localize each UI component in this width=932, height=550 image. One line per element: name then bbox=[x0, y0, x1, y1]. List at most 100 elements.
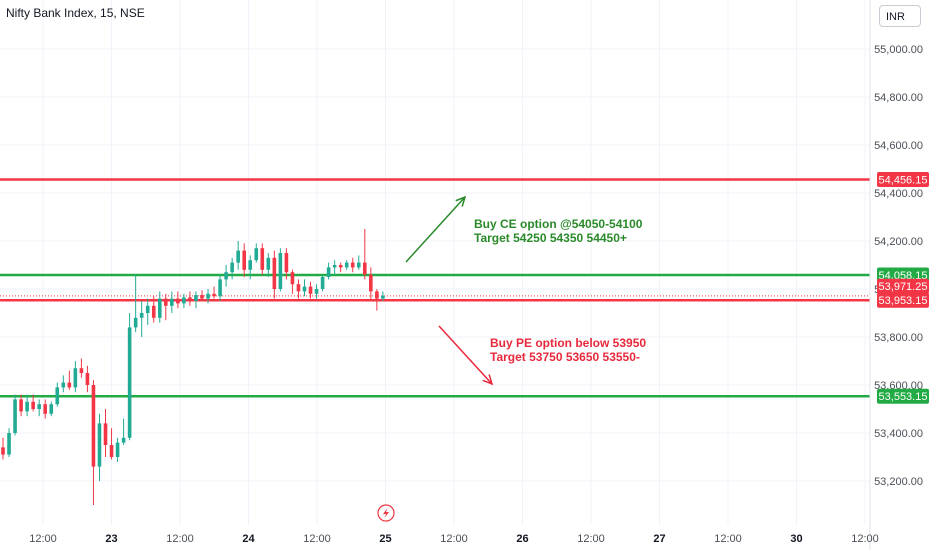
candle-body bbox=[97, 423, 102, 467]
candle-body bbox=[55, 387, 60, 405]
candle-body bbox=[164, 298, 168, 306]
candle-body bbox=[284, 253, 289, 273]
price-tag-label: 53,971.25 bbox=[879, 281, 928, 293]
candle bbox=[296, 279, 301, 299]
candle-body bbox=[7, 433, 11, 455]
x-tick-label: 23 bbox=[105, 533, 117, 545]
candle bbox=[302, 279, 307, 297]
candle bbox=[381, 291, 385, 301]
candle bbox=[55, 382, 60, 407]
candle bbox=[266, 253, 271, 277]
candle bbox=[278, 248, 283, 292]
candle-body bbox=[188, 297, 192, 301]
candles bbox=[1, 229, 385, 505]
candle bbox=[326, 262, 331, 280]
candle-body bbox=[127, 327, 132, 438]
y-tick-label: 54,200.00 bbox=[874, 236, 923, 248]
price-tag-bg bbox=[877, 388, 929, 404]
x-tick-label: 12:00 bbox=[577, 533, 605, 545]
price-axis[interactable]: 55,000.00 54,800.00 54,600.00 54,400.00 54,2… bbox=[874, 44, 923, 488]
annotation-text: Buy CE option @54050-54100 bbox=[474, 217, 643, 231]
candle-body bbox=[266, 257, 271, 270]
candle bbox=[49, 401, 54, 417]
annotation-text: Buy PE option below 53950 bbox=[490, 336, 646, 350]
candle bbox=[31, 394, 35, 412]
price-tag: 53,953.15 bbox=[877, 292, 929, 308]
y-tick-label: 53,200.00 bbox=[874, 476, 923, 488]
x-tick-label: 24 bbox=[242, 533, 255, 545]
time-axis[interactable]: 12:00 23 12:00 24 12:00 25 12:00 26 12:00 27 12:00… bbox=[29, 533, 879, 545]
price-tag: 53,553.15 bbox=[877, 388, 929, 404]
y-tick-label: 54,400.00 bbox=[874, 188, 923, 200]
candle bbox=[109, 428, 114, 460]
currency-selector[interactable]: INR bbox=[879, 5, 921, 27]
candle bbox=[164, 293, 168, 321]
candle-body bbox=[344, 262, 349, 268]
candle bbox=[375, 289, 379, 311]
candle-body bbox=[67, 382, 72, 388]
candle bbox=[272, 250, 277, 299]
candle-body bbox=[332, 265, 337, 268]
x-tick-label: 12:00 bbox=[166, 533, 194, 545]
y-tick-label: 55,000.00 bbox=[874, 44, 923, 56]
annotation-arrowhead bbox=[455, 195, 467, 207]
candle-body bbox=[19, 399, 23, 412]
candle-body bbox=[103, 423, 108, 445]
candle-body bbox=[206, 293, 210, 299]
lightning-icon[interactable] bbox=[377, 504, 395, 522]
x-tick-label: 12:00 bbox=[851, 533, 879, 545]
candle bbox=[356, 255, 361, 270]
candle bbox=[236, 241, 240, 270]
last-price-tag: 53,971.25 bbox=[877, 278, 929, 294]
candle bbox=[19, 394, 23, 417]
candle bbox=[7, 428, 11, 457]
x-tick-label: 30 bbox=[790, 533, 802, 545]
candle-body bbox=[381, 295, 385, 299]
price-tag-label: 53,953.15 bbox=[879, 295, 928, 307]
candle-body bbox=[375, 291, 379, 299]
price-tag-bg bbox=[877, 292, 929, 308]
candle bbox=[308, 281, 313, 299]
x-tick-label: 12:00 bbox=[714, 533, 742, 545]
candle-body bbox=[290, 272, 295, 285]
candle bbox=[350, 257, 355, 273]
candle-body bbox=[109, 445, 114, 457]
candle-body bbox=[200, 295, 204, 299]
candle bbox=[67, 370, 72, 390]
candle bbox=[230, 257, 234, 280]
candle bbox=[151, 296, 156, 323]
y-tick-label: 54,600.00 bbox=[874, 140, 923, 152]
candle-body bbox=[218, 279, 222, 297]
candle bbox=[25, 394, 29, 417]
candle bbox=[103, 409, 108, 457]
candle-body bbox=[176, 298, 180, 304]
candle-body bbox=[230, 262, 234, 273]
candle-body bbox=[224, 272, 228, 280]
candle bbox=[363, 229, 367, 280]
candle bbox=[369, 267, 373, 301]
candle-body bbox=[151, 305, 156, 318]
candle-body bbox=[31, 401, 35, 409]
candle bbox=[338, 262, 343, 273]
candle bbox=[43, 399, 48, 419]
x-tick-label: 27 bbox=[653, 533, 665, 545]
candle-body bbox=[121, 437, 126, 443]
candle-body bbox=[37, 404, 41, 409]
candle-body bbox=[170, 298, 174, 306]
candle-body bbox=[260, 248, 265, 270]
candle bbox=[218, 274, 222, 301]
candle bbox=[121, 418, 126, 445]
x-tick-label: 12:00 bbox=[440, 533, 468, 545]
candle-body bbox=[49, 404, 54, 414]
candle-body bbox=[308, 286, 313, 294]
x-tick-label: 26 bbox=[516, 533, 528, 545]
candle-body bbox=[356, 262, 361, 268]
candle bbox=[200, 290, 204, 301]
candle-body bbox=[13, 399, 17, 433]
candle bbox=[13, 394, 17, 436]
price-tag-label: 54,456.15 bbox=[879, 175, 928, 187]
y-tick-label: 53,800.00 bbox=[874, 332, 923, 344]
candle-body bbox=[369, 274, 373, 292]
candle-body bbox=[43, 404, 48, 414]
